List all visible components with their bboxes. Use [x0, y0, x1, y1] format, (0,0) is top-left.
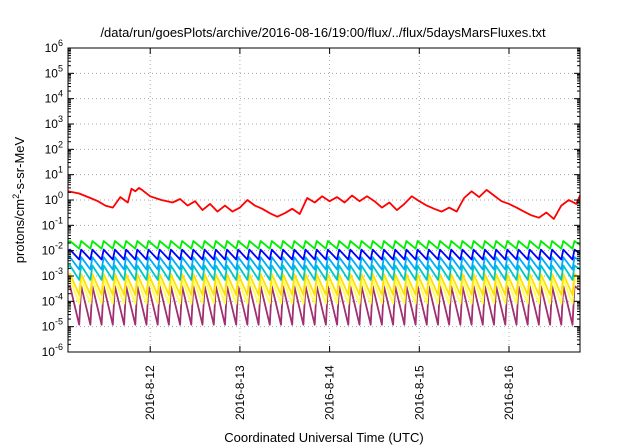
- series-line: [67, 240, 581, 250]
- y-axis-label-sup: 2: [11, 194, 21, 199]
- y-tick-label: 100: [45, 190, 63, 207]
- series-line: [67, 264, 581, 281]
- x-axis: 2016-8-12 2016-8-13 2016-8-14 2016-8-15 2016…: [143, 48, 516, 420]
- y-tick-label: 10-6: [42, 342, 63, 359]
- y-tick-label: 10-4: [42, 291, 63, 308]
- series-line: [67, 187, 581, 220]
- x-tick-label: 2016-8-16: [502, 365, 516, 420]
- chart-title: /data/run/goesPlots/archive/2016-08-16/1…: [100, 25, 546, 40]
- series-line: [67, 273, 581, 296]
- y-tick-label: 10-2: [42, 241, 63, 258]
- y-tick-label: 104: [45, 89, 63, 106]
- x-tick-label: 2016-8-15: [412, 365, 426, 420]
- y-axis-label-post: -s-sr-MeV: [12, 136, 27, 193]
- y-tick-label: 106: [45, 38, 63, 55]
- y-tick-label: 10-5: [42, 317, 63, 334]
- x-tick-label: 2016-8-12: [143, 365, 157, 420]
- series-line: [67, 248, 581, 261]
- y-axis-label-pre: protons/cm: [12, 199, 27, 263]
- y-tick-label: 10-3: [42, 266, 63, 283]
- y-axis-label: protons/cm2-s-sr-MeV: [11, 136, 27, 263]
- series-line: [67, 285, 581, 326]
- series-group: [67, 187, 581, 326]
- y-tick-label: 102: [45, 139, 63, 156]
- x-tick-label: 2016-8-13: [233, 365, 247, 420]
- x-tick-label: 2016-8-14: [323, 365, 337, 420]
- y-axis: 10-6 10-5 10-4 10-3 10-2 10-1 100 101 102 103 104 1…: [42, 38, 580, 359]
- series-line: [67, 256, 581, 271]
- y-tick-label: 103: [45, 114, 63, 131]
- grid: [68, 48, 580, 352]
- x-axis-label: Coordinated Universal Time (UTC): [224, 430, 423, 445]
- y-tick-label: 101: [45, 165, 63, 182]
- y-tick-label: 10-1: [42, 215, 63, 232]
- y-tick-label: 105: [45, 63, 63, 80]
